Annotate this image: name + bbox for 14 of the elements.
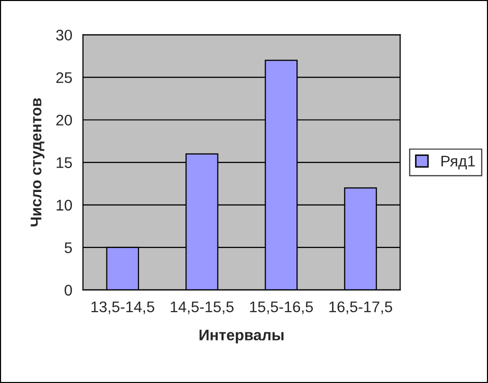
y-tick-label: 10 bbox=[56, 200, 72, 211]
y-tick-label: 20 bbox=[56, 114, 72, 126]
x-tick-label: 13,5-14,5 bbox=[92, 301, 154, 314]
y-axis-title: Число студентов bbox=[30, 98, 44, 226]
y-tick-label: 15 bbox=[56, 157, 72, 168]
y-tick-label: 5 bbox=[64, 242, 72, 254]
y-tick-label: 25 bbox=[56, 72, 72, 84]
legend-label: Ряд1 bbox=[441, 156, 475, 170]
x-tick-label: 16,5-17,5 bbox=[329, 301, 392, 314]
x-tick-label: 15,5-16,5 bbox=[250, 301, 313, 314]
x-axis-title: Интервалы bbox=[200, 330, 284, 344]
x-tick-label: 14,5-15,5 bbox=[170, 302, 234, 314]
y-tick-label: 30 bbox=[56, 30, 72, 41]
y-tick-label: 0 bbox=[64, 284, 72, 296]
